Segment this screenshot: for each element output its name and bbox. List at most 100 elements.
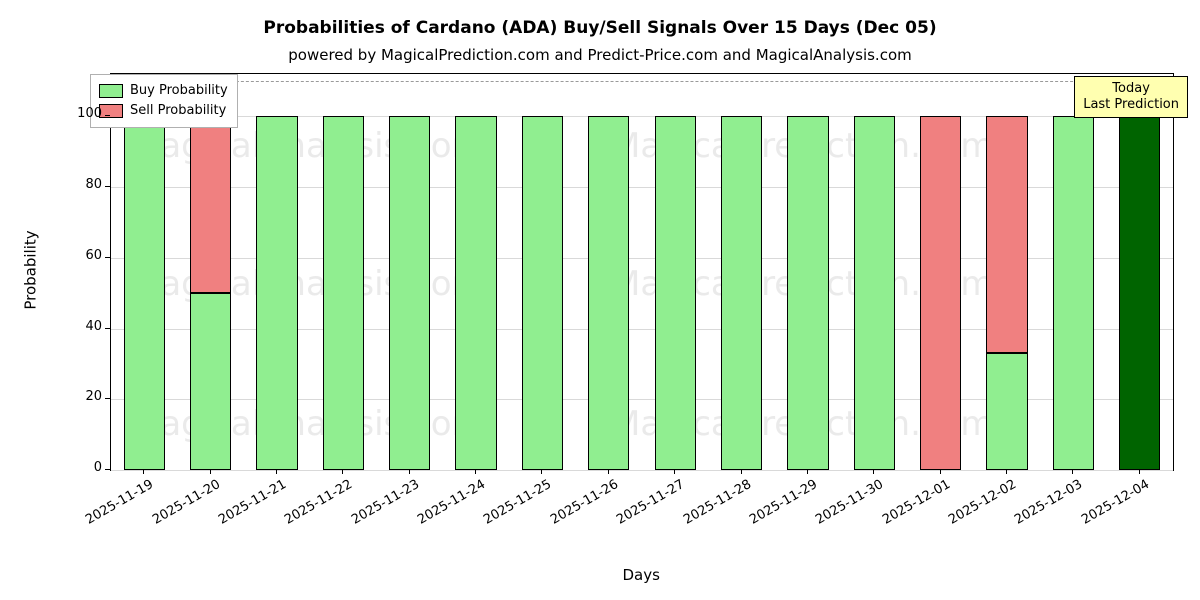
x-tick-label: 2025-11-24	[415, 477, 489, 528]
x-tick-mark	[873, 469, 875, 474]
y-tick-label: 20	[85, 389, 102, 405]
x-tick-label: 2025-11-22	[282, 477, 356, 528]
x-tick-mark	[607, 469, 609, 474]
y-tick-mark	[105, 469, 110, 470]
gridline	[111, 399, 1173, 401]
legend-item-sell: Sell Probability	[99, 101, 228, 121]
bar-group	[654, 74, 696, 470]
bar-group	[123, 74, 165, 470]
chart-subtitle: powered by MagicalPrediction.com and Pre…	[288, 46, 912, 64]
today-annotation-line1: Today	[1112, 81, 1150, 96]
legend-swatch-sell	[99, 104, 123, 118]
y-tick-label: 100	[77, 106, 102, 122]
gridline	[111, 187, 1173, 189]
bar-segment-buy	[256, 116, 298, 470]
y-tick-mark	[105, 398, 110, 400]
gridline	[111, 470, 1173, 471]
x-tick-mark	[1072, 469, 1074, 474]
bar-segment-sell	[189, 116, 232, 294]
x-tick-mark	[408, 469, 410, 474]
legend-label-buy: Buy Probability	[130, 83, 228, 98]
bar-segment-buy	[389, 116, 431, 470]
bar-segment-buy	[588, 116, 630, 470]
chart-title: Probabilities of Cardano (ADA) Buy/Sell …	[263, 18, 937, 38]
bar-group	[256, 74, 298, 470]
reference-line	[111, 81, 1173, 83]
y-tick-mark	[105, 256, 110, 258]
x-tick-mark	[541, 469, 543, 474]
bar-segment-buy	[322, 116, 364, 470]
x-tick-mark	[939, 469, 941, 474]
x-tick-label: 2025-12-04	[1078, 477, 1152, 528]
bar-segment-sell	[920, 116, 962, 470]
bar-group	[1119, 74, 1161, 470]
x-tick-mark	[1138, 469, 1140, 474]
x-tick-label: 2025-11-21	[216, 477, 289, 528]
bar-segment-buy	[986, 353, 1028, 470]
x-tick-label: 2025-11-29	[747, 477, 820, 528]
y-axis-label: Probability	[21, 230, 40, 310]
bar-group	[189, 74, 232, 470]
bar-group	[588, 74, 630, 470]
x-tick-label: 2025-11-27	[614, 477, 688, 528]
plot-area: MagicalAnalysis.comMagicalPrediction.com…	[110, 73, 1174, 471]
watermark: MagicalAnalysis.com	[131, 404, 485, 444]
x-tick-label: 2025-11-19	[83, 477, 157, 528]
y-tick-mark	[105, 186, 110, 188]
bar-segment-buy	[521, 116, 563, 470]
x-tick-label: 2025-11-28	[680, 477, 754, 528]
bar-segment-buy	[654, 116, 696, 470]
x-tick-label: 2025-12-03	[1012, 477, 1086, 528]
x-tick-mark	[275, 469, 277, 474]
x-tick-mark	[674, 469, 676, 474]
bar-group	[322, 74, 364, 470]
bar-segment-buy	[189, 293, 232, 470]
bar-segment-buy	[720, 116, 763, 470]
y-tick-label: 60	[85, 247, 102, 263]
gridline	[111, 328, 1173, 330]
legend-item-buy: Buy Probability	[99, 81, 228, 101]
x-tick-mark	[143, 469, 145, 474]
y-tick-mark	[105, 115, 110, 117]
x-tick-label: 2025-11-25	[481, 477, 555, 528]
bar-group	[986, 74, 1028, 470]
bar-segment-today	[1119, 116, 1161, 470]
x-axis-label: Days	[622, 566, 660, 584]
bar-group	[920, 74, 962, 470]
gridline	[111, 257, 1173, 259]
gridline	[111, 116, 1173, 118]
bar-group	[455, 74, 497, 470]
x-tick-mark	[740, 469, 742, 474]
y-tick-label: 0	[93, 460, 102, 475]
x-tick-mark	[209, 469, 211, 474]
today-annotation: Today Last Prediction	[1074, 76, 1188, 118]
y-tick-label: 40	[85, 318, 102, 334]
x-tick-label: 2025-11-23	[348, 477, 422, 528]
bar-segment-buy	[853, 116, 895, 470]
bar-group	[853, 74, 895, 470]
bar-group	[787, 74, 829, 470]
chart-legend: Buy Probability Sell Probability	[90, 74, 238, 128]
bar-segment-buy	[123, 116, 165, 470]
x-tick-label: 2025-11-30	[813, 477, 887, 528]
x-tick-mark	[806, 469, 808, 474]
watermark: MagicalAnalysis.com	[131, 264, 485, 304]
x-tick-label: 2025-11-20	[149, 477, 223, 528]
watermark: MagicalAnalysis.com	[131, 126, 485, 166]
x-tick-mark	[1006, 469, 1008, 474]
bar-segment-buy	[455, 116, 497, 470]
bar-group	[521, 74, 563, 470]
y-tick-mark	[105, 327, 110, 329]
bar-segment-sell	[986, 116, 1028, 354]
x-tick-label: 2025-12-02	[946, 477, 1020, 528]
x-tick-label: 2025-12-01	[879, 477, 953, 528]
bar-segment-buy	[787, 116, 829, 470]
x-tick-label: 2025-11-26	[547, 477, 621, 528]
bar-group	[720, 74, 763, 470]
legend-swatch-buy	[99, 84, 123, 98]
x-tick-mark	[342, 469, 344, 474]
bar-group	[1052, 74, 1094, 470]
bar-group	[389, 74, 431, 470]
x-tick-mark	[475, 469, 477, 474]
